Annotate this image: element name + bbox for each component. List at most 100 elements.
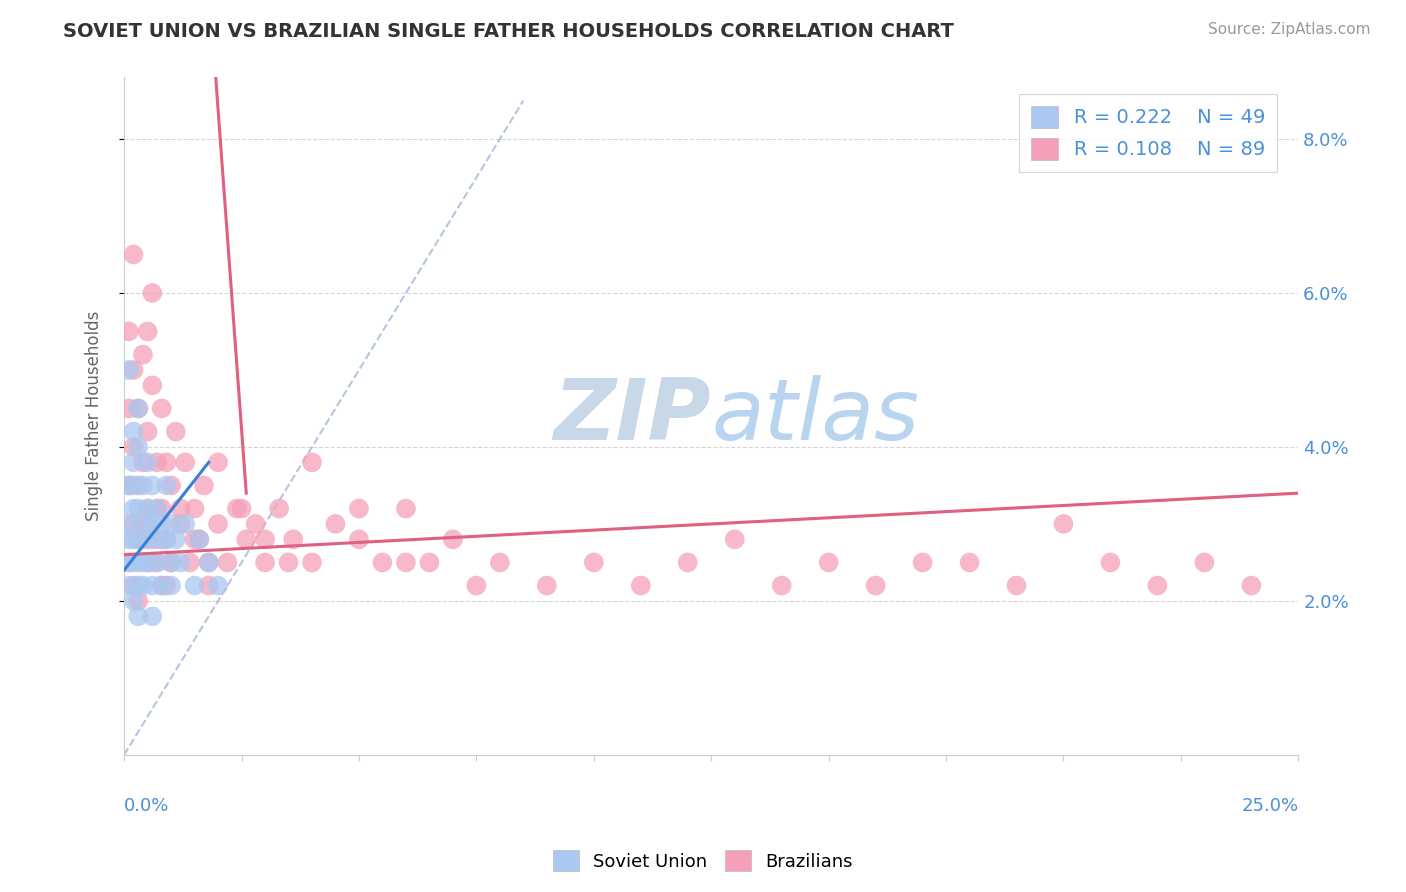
Point <box>160 556 183 570</box>
Point <box>277 556 299 570</box>
Point <box>183 578 205 592</box>
Point <box>465 578 488 592</box>
Point <box>150 578 173 592</box>
Point <box>225 501 247 516</box>
Point <box>132 533 155 547</box>
Point <box>1005 578 1028 592</box>
Point <box>122 425 145 439</box>
Point <box>183 501 205 516</box>
Point <box>132 516 155 531</box>
Point <box>127 556 149 570</box>
Point <box>136 501 159 516</box>
Point <box>1052 516 1074 531</box>
Point <box>136 455 159 469</box>
Point <box>325 516 347 531</box>
Point <box>127 478 149 492</box>
Point <box>395 501 418 516</box>
Point <box>136 516 159 531</box>
Point <box>127 401 149 416</box>
Point <box>724 533 747 547</box>
Point <box>141 478 163 492</box>
Point <box>371 556 394 570</box>
Point <box>160 556 183 570</box>
Point <box>231 501 253 516</box>
Text: atlas: atlas <box>711 375 920 458</box>
Point <box>676 556 699 570</box>
Point <box>122 578 145 592</box>
Point <box>132 556 155 570</box>
Point <box>118 478 141 492</box>
Point <box>141 556 163 570</box>
Point <box>911 556 934 570</box>
Point <box>150 578 173 592</box>
Point <box>441 533 464 547</box>
Point <box>127 440 149 454</box>
Point <box>118 516 141 531</box>
Point <box>865 578 887 592</box>
Point <box>136 556 159 570</box>
Point <box>207 516 229 531</box>
Legend: R = 0.222    N = 49, R = 0.108    N = 89: R = 0.222 N = 49, R = 0.108 N = 89 <box>1019 94 1277 172</box>
Point <box>118 556 141 570</box>
Point <box>155 478 177 492</box>
Point <box>301 455 323 469</box>
Point <box>141 609 163 624</box>
Point <box>122 516 145 531</box>
Point <box>122 533 145 547</box>
Point <box>118 401 141 416</box>
Point <box>245 516 267 531</box>
Point <box>165 533 187 547</box>
Point <box>630 578 652 592</box>
Point <box>132 455 155 469</box>
Point <box>150 516 173 531</box>
Point <box>301 556 323 570</box>
Point <box>1146 578 1168 592</box>
Point <box>207 455 229 469</box>
Point <box>146 556 169 570</box>
Point <box>127 533 149 547</box>
Point <box>122 556 145 570</box>
Point <box>127 578 149 592</box>
Text: Source: ZipAtlas.com: Source: ZipAtlas.com <box>1208 22 1371 37</box>
Point <box>1194 556 1216 570</box>
Point <box>169 516 191 531</box>
Point <box>127 594 149 608</box>
Point <box>197 556 219 570</box>
Point <box>122 501 145 516</box>
Y-axis label: Single Father Households: Single Father Households <box>86 311 103 521</box>
Point <box>155 455 177 469</box>
Point <box>395 556 418 570</box>
Point <box>136 556 159 570</box>
Point <box>254 533 277 547</box>
Point <box>150 401 173 416</box>
Point <box>269 501 291 516</box>
Point <box>132 348 155 362</box>
Point <box>197 556 219 570</box>
Point <box>160 556 183 570</box>
Point <box>127 501 149 516</box>
Point <box>136 325 159 339</box>
Point <box>122 440 145 454</box>
Point <box>235 533 257 547</box>
Text: SOVIET UNION VS BRAZILIAN SINGLE FATHER HOUSEHOLDS CORRELATION CHART: SOVIET UNION VS BRAZILIAN SINGLE FATHER … <box>63 22 955 41</box>
Point <box>174 516 197 531</box>
Point <box>536 578 558 592</box>
Point <box>155 578 177 592</box>
Point <box>347 533 370 547</box>
Point <box>118 533 141 547</box>
Point <box>188 533 211 547</box>
Point <box>770 578 793 592</box>
Point <box>165 425 187 439</box>
Text: ZIP: ZIP <box>554 375 711 458</box>
Point <box>127 533 149 547</box>
Point <box>118 363 141 377</box>
Point <box>179 556 201 570</box>
Point <box>254 556 277 570</box>
Point <box>122 363 145 377</box>
Point <box>136 425 159 439</box>
Point <box>122 247 145 261</box>
Text: 25.0%: 25.0% <box>1241 797 1298 814</box>
Point <box>188 533 211 547</box>
Point <box>217 556 239 570</box>
Point <box>141 578 163 592</box>
